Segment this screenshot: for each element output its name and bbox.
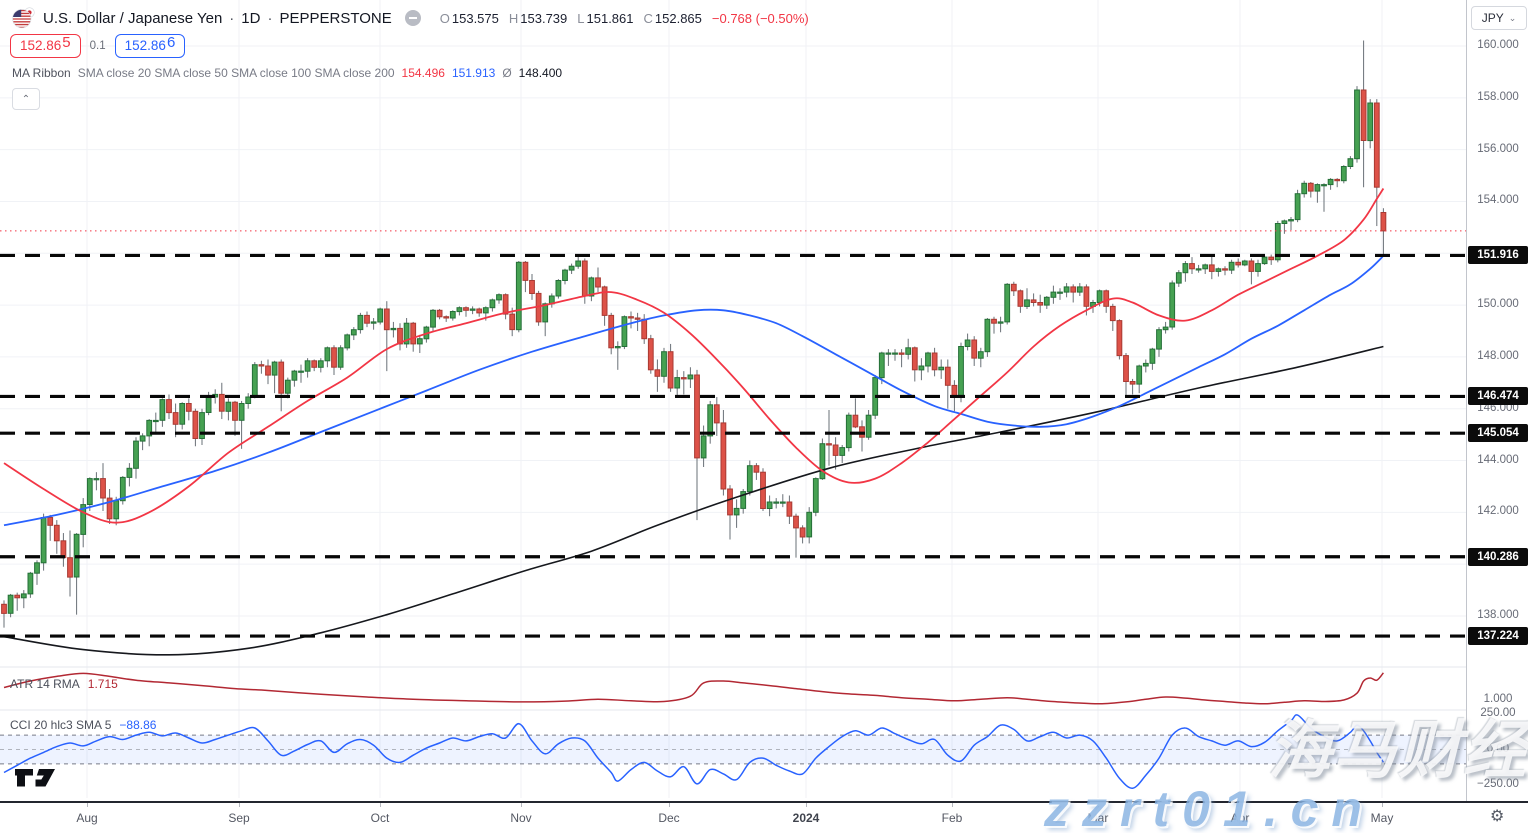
atr-tick-label: 1.000 (1483, 693, 1513, 705)
watermark-cjk: 海马财经 (1268, 716, 1528, 786)
gridlines (0, 0, 1466, 798)
price-level-badge: 137.224 (1468, 627, 1528, 646)
chevron-up-icon: ⌃ (21, 93, 31, 105)
time-label: Feb (941, 811, 963, 825)
sell-button[interactable]: 152.865 (10, 34, 81, 58)
time-axis[interactable]: Aug Sep Oct Nov Dec 2024 Feb Mar Apr May (0, 801, 1528, 833)
title-separator: · (267, 9, 273, 27)
atr-pane (3, 672, 1384, 705)
price-level-badge: 151.916 (1468, 246, 1528, 265)
horizontal-level-lines[interactable] (0, 253, 1466, 638)
price-tick-label: 158.000 (1477, 90, 1519, 103)
source-visibility-icon[interactable] (404, 10, 421, 26)
cci-tick-label: −250.00 (1477, 778, 1519, 791)
indicator-name: MA Ribbon (12, 66, 71, 80)
time-tick (521, 803, 522, 807)
time-label: Aug (76, 811, 98, 825)
ma-ribbon-legend[interactable]: MA Ribbon SMA close 20 SMA close 50 SMA … (12, 66, 562, 80)
sma20-line (3, 188, 1385, 524)
cci-band (0, 735, 1466, 764)
time-tick (380, 803, 381, 807)
average-symbol: Ø (502, 66, 512, 80)
price-tick-label: 160.000 (1477, 39, 1519, 51)
bid-ask-row: 152.865 0.1 152.866 (10, 34, 186, 58)
timeframe-label[interactable]: 1D (241, 9, 261, 27)
candles-layer (1, 40, 1387, 628)
price-tick-label: 156.000 (1477, 142, 1519, 155)
ma-lines (3, 188, 1385, 656)
cci-value: −88.86 (119, 718, 157, 732)
close-label: C (643, 10, 653, 26)
ohlc-readout: O 153.575 H 153.739 L 151.861 C 152.865 −0.7… (440, 11, 809, 26)
time-label: Dec (658, 811, 680, 825)
symbol-flag-icon (12, 7, 36, 29)
currency-label: JPY (1481, 11, 1504, 25)
price-level-badge: 140.286 (1468, 547, 1528, 566)
atr-legend[interactable]: ATR 14 RMA 1.715 (10, 677, 118, 691)
cci-tick-label: 0.00 (1486, 742, 1510, 755)
open-label: O (439, 10, 450, 26)
price-tick-label: 150.000 (1477, 298, 1519, 311)
collapse-pane-button[interactable]: ⌃ (12, 88, 40, 110)
sma50-line (3, 255, 1385, 527)
watermark-url: zzrt01.cn (1044, 781, 1375, 833)
time-tick (669, 803, 670, 807)
price-tick-label: 138.000 (1477, 608, 1519, 621)
cci-label: CCI 20 hlc3 SMA 5 (10, 718, 112, 732)
buy-button[interactable]: 152.866 (114, 34, 186, 58)
low-label: L (577, 10, 585, 26)
axis-settings-gear-icon[interactable]: ⚙ (1490, 808, 1505, 825)
time-tick (1382, 803, 1383, 807)
time-tick (1098, 803, 1099, 807)
atr-label: ATR 14 RMA (10, 677, 80, 691)
open-value: 153.575 (451, 10, 499, 26)
exchange-label[interactable]: PEPPERSTONE (279, 9, 392, 27)
time-label: May (1370, 811, 1394, 825)
change-value: −0.768 (−0.50%) (711, 10, 809, 26)
chart-canvas[interactable] (0, 0, 1466, 801)
low-value: 151.861 (586, 10, 634, 26)
time-label: 2024 (792, 811, 820, 825)
currency-selector[interactable]: JPY ⌄ (1471, 6, 1527, 30)
price-tick-label: 144.000 (1477, 453, 1519, 466)
tradingview-logo[interactable] (14, 768, 60, 793)
time-label: Apr (1230, 811, 1250, 825)
symbol-header: U.S. Dollar / Japanese Yen · 1D · PEPPER… (12, 7, 809, 29)
sma200-line (3, 345, 1384, 656)
cci-pane (0, 714, 1466, 789)
time-tick (1240, 803, 1241, 807)
title-separator: · (229, 9, 235, 27)
time-label: Nov (510, 811, 532, 825)
price-level-badge: 145.054 (1468, 424, 1528, 443)
sma50-value: 151.913 (451, 66, 496, 80)
price-tick-label: 154.000 (1477, 194, 1519, 207)
time-tick (239, 803, 240, 807)
cci-tick-label: 250.00 (1480, 706, 1516, 719)
high-label: H (508, 10, 519, 26)
close-value: 152.865 (654, 10, 702, 26)
time-tick (806, 803, 807, 807)
indicator-params: SMA close 20 SMA close 50 SMA close 100 … (77, 66, 395, 80)
price-tick-label: 142.000 (1477, 505, 1519, 518)
sma200-value: 148.400 (518, 66, 563, 80)
time-tick (87, 803, 88, 807)
spread-value: 0.1 (89, 40, 106, 52)
cci-line (3, 714, 1385, 789)
price-level-badge: 146.474 (1468, 387, 1528, 406)
time-tick (952, 803, 953, 807)
high-value: 153.739 (520, 10, 568, 26)
time-label: Sep (228, 811, 250, 825)
symbol-title[interactable]: U.S. Dollar / Japanese Yen (43, 9, 223, 27)
chevron-down-icon: ⌄ (1508, 12, 1517, 23)
sma20-value: 154.496 (401, 66, 445, 80)
price-axis[interactable]: JPY ⌄ 160.000 158.000 156.000 154.000 150.00… (1466, 0, 1528, 801)
atr-value: 1.715 (87, 677, 118, 691)
time-label: Oct (370, 811, 390, 825)
cci-legend[interactable]: CCI 20 hlc3 SMA 5 −88.86 (10, 718, 156, 732)
atr-line (3, 672, 1384, 705)
time-label: Mar (1087, 811, 1109, 825)
price-tick-label: 148.000 (1477, 349, 1519, 362)
